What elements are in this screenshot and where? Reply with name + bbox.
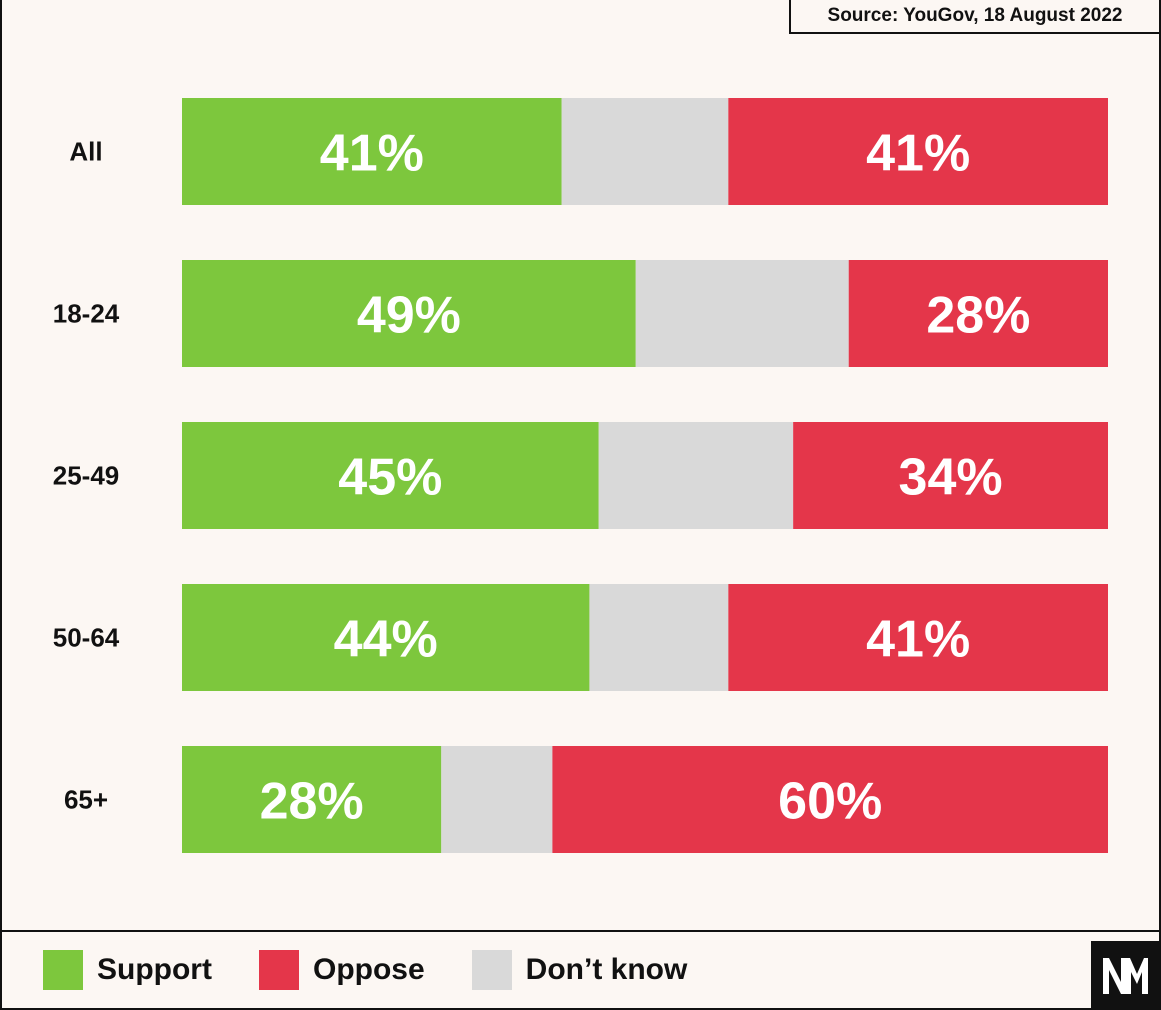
bar-value-label: 28% <box>260 773 364 831</box>
bar-value-label: 45% <box>338 449 442 507</box>
bar-segment-oppose <box>848 260 1108 367</box>
category-label: 18-24 <box>53 299 120 329</box>
category-label: 25-49 <box>53 461 120 491</box>
legend-swatch <box>471 950 512 990</box>
bar-segment-oppose <box>552 746 1108 853</box>
bar-value-label: 41% <box>320 125 424 183</box>
bar-segment-support <box>182 260 636 367</box>
bar-value-label: 28% <box>926 287 1030 345</box>
bar-segment-support <box>182 98 562 205</box>
legend-label: Support <box>97 953 212 986</box>
bar-value-label: 60% <box>778 773 882 831</box>
legend-label: Don’t know <box>525 953 688 986</box>
legend: Support Oppose Don’t know <box>43 950 734 990</box>
bar-segment-don-t-know <box>598 422 794 529</box>
bar-value-label: 41% <box>866 611 970 669</box>
category-label: 50-64 <box>53 623 120 653</box>
bar-value-label: 44% <box>334 611 438 669</box>
nm-logo-glyph <box>1103 957 1148 994</box>
category-label: 65+ <box>64 785 108 815</box>
bar-value-label: 34% <box>899 449 1003 507</box>
category-label: All <box>69 137 102 167</box>
bar-segment-oppose <box>728 584 1108 691</box>
bar-segment-don-t-know <box>561 98 729 205</box>
legend-swatch <box>258 950 299 990</box>
bar-segment-support <box>182 422 599 529</box>
bar-segment-don-t-know <box>589 584 729 691</box>
stacked-bar-chart: All 41% 41% 18-24 49% 28% 25-49 45% 34% 50-64 44% 4… <box>53 98 1108 853</box>
bar-value-label: 49% <box>357 287 461 345</box>
legend-divider <box>0 930 1161 932</box>
bar-segment-support <box>182 584 590 691</box>
source-note: Source: YouGov, 18 August 2022 <box>789 0 1159 34</box>
legend-label: Oppose <box>312 953 425 986</box>
nm-logo-icon <box>1091 941 1159 1008</box>
bar-segment-oppose <box>793 422 1108 529</box>
bar-segment-support <box>182 746 442 853</box>
bar-segment-don-t-know <box>635 260 849 367</box>
legend-swatch <box>43 950 83 990</box>
legend-item: Support <box>43 950 212 990</box>
legend-item: Oppose <box>258 950 425 990</box>
bar-segment-don-t-know <box>441 746 553 853</box>
bar-segment-oppose <box>728 98 1108 205</box>
bar-value-label: 41% <box>866 125 970 183</box>
legend-item: Don’t know <box>471 950 688 990</box>
